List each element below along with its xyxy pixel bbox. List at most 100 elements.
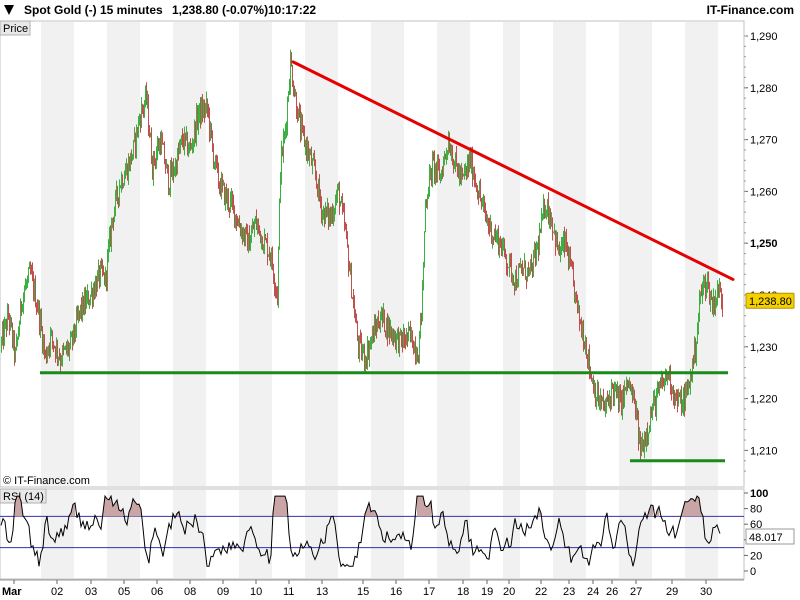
chart-header: Spot Gold (-) 15 minutes 1,238.80 (-0.07… [0,0,800,20]
day-band [41,22,74,486]
resistance-trendline [291,60,735,281]
rsi-day-band [503,490,520,578]
day-band [107,22,140,486]
candlesticks [1,49,723,460]
x-tick-label: Mar [2,586,22,598]
x-tick-label: 29 [666,586,678,598]
rsi-tick-label: 0 [750,566,756,578]
rsi-overbought-area [279,496,281,517]
rsi-overbought-area [107,498,109,517]
rsi-label: RSI (14) [3,491,44,503]
rsi-tick-label: 80 [750,504,762,516]
rsi-day-band [173,490,206,578]
x-tick-label: 27 [630,586,642,598]
rsi-overbought-area [135,501,137,517]
day-band [239,22,272,486]
rsi-value: 48.017 [749,532,783,544]
price-label-box [0,20,31,36]
timeframe-label: 15 minutes [100,3,163,17]
y-tick-label: 1,260 [750,186,778,198]
rsi-overbought-area [281,496,283,517]
rsi-overbought-area [373,510,375,517]
instrument-name: Spot Gold (-) [24,3,97,17]
rsi-tick-label: 60 [750,519,762,531]
support-lines [40,371,728,463]
day-band [305,22,338,486]
rsi-label-box [0,488,47,504]
y-tick-label: 1,280 [750,83,778,95]
rsi-overbought-area [421,496,423,517]
rsi-day-band [239,490,272,578]
rsi-overbought-area [277,496,279,517]
brand-name: IT-Finance.com [706,3,794,17]
rsi-day-band [619,490,652,578]
x-tick-label: 05 [118,586,130,598]
x-tick-label: 06 [151,586,163,598]
rsi-overbought-area [137,504,139,517]
rsi-overbought-area [693,499,695,517]
last-quote: 1,238.80 (-0.07%) [172,3,269,17]
price-axis: 1,2901,2801,2701,2601,2501,2401,2301,220… [744,31,778,472]
y-tick-label: 1,270 [750,135,778,147]
rsi-overbought-area [17,496,19,517]
rsi-overbought-area [685,501,687,517]
rsi-overbought-area [19,496,21,517]
copyright-label: © IT-Finance.com [3,475,90,487]
rsi-overbought-area [367,502,369,517]
rsi-overbought-area [691,498,693,517]
menu-arrow-icon[interactable] [4,5,14,15]
rsi-overbought-area [419,496,421,517]
rsi-overbought-area [115,499,117,517]
x-tick-label: 26 [606,586,618,598]
rsi-tick-label: 100 [750,488,768,500]
rsi-overbought-area [687,500,689,517]
day-band [685,22,718,486]
rsi-day-band [305,490,338,578]
x-tick-label: 15 [357,586,369,598]
x-tick-label: 09 [217,586,229,598]
rsi-overbought-area [133,498,135,517]
x-tick-label: 02 [51,586,63,598]
last-price-value: 1,238.80 [749,296,792,308]
rsi-overbought-area [425,505,427,517]
rsi-overbought-area [131,498,133,517]
rsi-overbought-area [657,506,659,517]
x-tick-label: 20 [503,586,515,598]
rsi-tick-label: 20 [750,550,762,562]
rsi-overbought-area [113,503,115,517]
x-tick-label: 22 [535,586,547,598]
x-tick-label: 03 [85,586,97,598]
rsi-overbought-area [371,510,373,517]
rsi-value-box [745,528,795,545]
rsi-overbought-area [111,496,113,517]
rsi-overbought-area [73,502,75,517]
rsi-overbought-area [275,496,277,517]
x-tick-label: 11 [283,586,294,598]
quote-time: 10:17:22 [268,3,317,17]
x-tick-label: 24 [587,586,599,598]
rsi-overbought-area [105,496,107,517]
x-tick-label: 30 [700,586,712,598]
rsi-line [0,494,721,568]
rsi-overbought-area [283,496,285,517]
rsi-overbought-area [109,496,111,517]
rsi-overbought-area [689,498,691,517]
day-band [173,22,206,486]
x-tick-label: 16 [390,586,402,598]
y-tick-label: 1,290 [750,31,778,43]
rsi-day-shading [41,490,718,578]
x-tick-label: 08 [184,586,196,598]
price-label: Price [3,23,28,35]
y-tick-label: 1,210 [750,445,778,457]
rsi-day-band [437,490,470,578]
y-tick-label: 1,230 [750,342,778,354]
x-tick-label: 23 [563,586,575,598]
rsi-overbought-area [427,504,429,517]
y-tick-label: 1,220 [750,394,778,406]
day-band [437,22,470,486]
rsi-overbought-area [651,505,653,517]
rsi-overbought-area [119,509,121,517]
day-shading [41,22,718,486]
rsi-overbought-area [139,504,141,517]
